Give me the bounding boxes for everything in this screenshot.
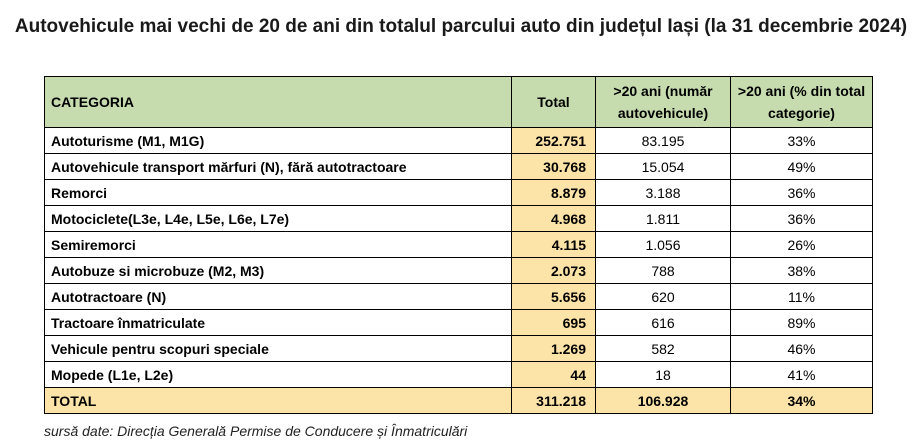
table-row: Semiremorci 4.115 1.056 26% (44, 231, 873, 258)
cell-count20: 582 (595, 335, 731, 362)
cell-count20: 788 (595, 257, 731, 284)
cell-pct20: 11% (730, 283, 873, 310)
column-header-total: Total (511, 76, 596, 128)
cell-count20: 15.054 (595, 153, 731, 180)
cell-total: 44 (511, 361, 596, 388)
cell-total: 1.269 (511, 335, 596, 362)
cell-count20: 3.188 (595, 179, 731, 206)
table-header-row: CATEGORIA Total >20 ani (număr autovehic… (44, 76, 873, 128)
page-title: Autovehicule mai vechi de 20 de ani din … (14, 16, 908, 37)
table-body: Autoturisme (M1, M1G) 252.751 83.195 33% Aut… (44, 127, 873, 414)
cell-total: 252.751 (511, 127, 596, 154)
cell-category: Remorci (44, 179, 512, 206)
cell-pct20: 36% (730, 205, 873, 232)
cell-count20: 106.928 (595, 387, 731, 414)
cell-pct20: 89% (730, 309, 873, 336)
column-header-pct20: >20 ani (% din total categorie) (730, 76, 873, 128)
cell-total: 695 (511, 309, 596, 336)
cell-total: 30.768 (511, 153, 596, 180)
source-note: sursă date: Direcția Generală Permise de… (44, 423, 468, 439)
cell-category: Autotractoare (N) (44, 283, 512, 310)
cell-total: 5.656 (511, 283, 596, 310)
cell-count20: 620 (595, 283, 731, 310)
table-row: Autovehicule transport mărfuri (N), fără… (44, 153, 873, 180)
table-row: Mopede (L1e, L2e) 44 18 41% (44, 361, 873, 388)
vehicle-age-table: CATEGORIA Total >20 ani (număr autovehic… (44, 76, 873, 414)
cell-total: 4.968 (511, 205, 596, 232)
cell-pct20: 33% (730, 127, 873, 154)
cell-category: Tractoare înmatriculate (44, 309, 512, 336)
cell-total: 8.879 (511, 179, 596, 206)
cell-category: Autovehicule transport mărfuri (N), fără… (44, 153, 512, 180)
cell-count20: 83.195 (595, 127, 731, 154)
cell-category: Semiremorci (44, 231, 512, 258)
table-row: Motociclete(L3e, L4e, L5e, L6e, L7e) 4.96… (44, 205, 873, 232)
table-row: Autoturisme (M1, M1G) 252.751 83.195 33% (44, 127, 873, 154)
cell-category: Motociclete(L3e, L4e, L5e, L6e, L7e) (44, 205, 512, 232)
cell-count20: 616 (595, 309, 731, 336)
cell-count20: 1.056 (595, 231, 731, 258)
cell-total: 4.115 (511, 231, 596, 258)
cell-category: Autobuze si microbuze (M2, M3) (44, 257, 512, 284)
cell-pct20: 34% (730, 387, 873, 414)
cell-pct20: 26% (730, 231, 873, 258)
table-row: Remorci 8.879 3.188 36% (44, 179, 873, 206)
table-row: Vehicule pentru scopuri speciale 1.269 582… (44, 335, 873, 362)
cell-count20: 18 (595, 361, 731, 388)
cell-category: Autoturisme (M1, M1G) (44, 127, 512, 154)
cell-pct20: 49% (730, 153, 873, 180)
column-header-category: CATEGORIA (44, 76, 512, 128)
cell-pct20: 46% (730, 335, 873, 362)
cell-pct20: 41% (730, 361, 873, 388)
cell-pct20: 38% (730, 257, 873, 284)
cell-count20: 1.811 (595, 205, 731, 232)
cell-category: Vehicule pentru scopuri speciale (44, 335, 512, 362)
cell-category: TOTAL (44, 387, 512, 414)
table-row: Tractoare înmatriculate 695 616 89% (44, 309, 873, 336)
table-total-row: TOTAL 311.218 106.928 34% (44, 387, 873, 414)
cell-pct20: 36% (730, 179, 873, 206)
table-row: Autobuze si microbuze (M2, M3) 2.073 788 38… (44, 257, 873, 284)
column-header-count20: >20 ani (număr autovehicule) (595, 76, 731, 128)
table-row: Autotractoare (N) 5.656 620 11% (44, 283, 873, 310)
cell-category: Mopede (L1e, L2e) (44, 361, 512, 388)
cell-total: 2.073 (511, 257, 596, 284)
cell-total: 311.218 (511, 387, 596, 414)
